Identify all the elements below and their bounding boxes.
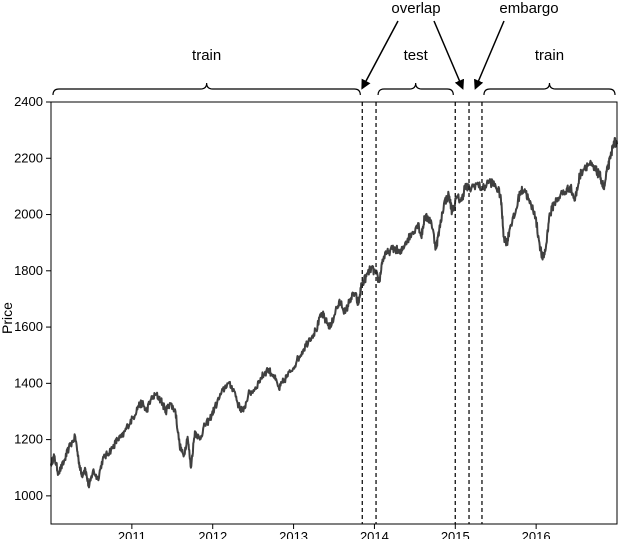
x-tick-label-2012: 2012 <box>198 529 227 539</box>
arrow-overlap-2 <box>433 20 465 90</box>
axes: 1000 1200 1400 1600 1800 2000 2200 2400 2011 2012… <box>0 94 618 539</box>
x-tick-label-2016: 2016 <box>522 529 551 539</box>
plot-area <box>50 102 618 524</box>
brace-label-test-1: test <box>404 47 429 64</box>
annotations: train test train overlap embargo <box>52 0 616 96</box>
y-tick-label-2400: 2400 <box>14 94 43 109</box>
y-tick-label-1600: 1600 <box>14 319 43 334</box>
arrow-label-overlap: overlap <box>391 0 440 17</box>
arrow-label-embargo: embargo <box>499 0 558 17</box>
brace-test-1 <box>377 82 454 96</box>
brace-label-train-0: train <box>192 47 221 64</box>
brace-train-0 <box>52 82 361 96</box>
y-tick-label-1800: 1800 <box>14 263 43 278</box>
x-tick-label-2014: 2014 <box>360 529 389 539</box>
brace-train-2 <box>483 82 616 96</box>
x-tick-label-2013: 2013 <box>279 529 308 539</box>
axes-frame <box>50 101 618 525</box>
price-series-line <box>50 137 618 489</box>
arrow-embargo-1 <box>474 20 505 90</box>
brace-label-train-2: train <box>535 47 564 64</box>
y-tick-label-1000: 1000 <box>14 488 43 503</box>
y-axis-label: Price <box>0 302 15 334</box>
y-tick-label-1200: 1200 <box>14 432 43 447</box>
y-tick-label-1400: 1400 <box>14 375 43 390</box>
x-tick-label-2011: 2011 <box>118 529 146 539</box>
y-tick-label-2200: 2200 <box>14 150 43 165</box>
y-tick-label-2000: 2000 <box>14 207 43 222</box>
arrow-overlap-1 <box>361 20 399 90</box>
x-tick-label-2015: 2015 <box>441 529 470 539</box>
